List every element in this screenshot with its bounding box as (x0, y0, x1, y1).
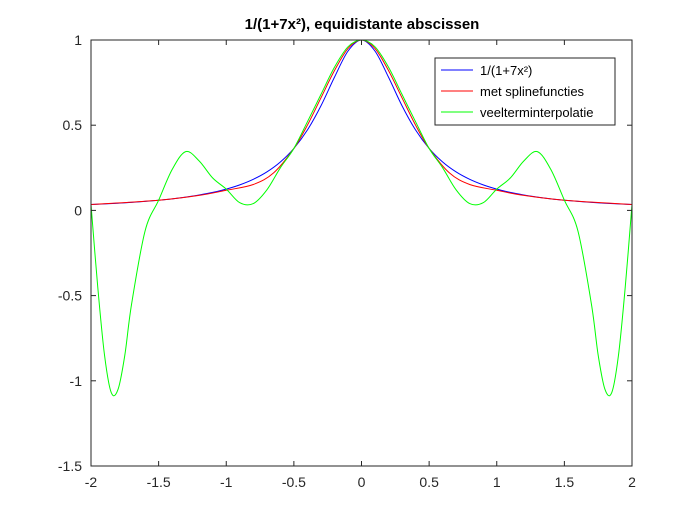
x-tick-label: -0.5 (282, 474, 306, 490)
x-tick-label: -1 (220, 474, 233, 490)
y-tick-label: -1 (70, 373, 83, 389)
y-tick-label: -0.5 (58, 288, 82, 304)
legend-label: veelterminterpolatie (480, 105, 593, 120)
chart-title: 1/(1+7x²), equidistante abscissen (245, 16, 480, 33)
legend: 1/(1+7x²) met splinefuncties veelterminter… (434, 57, 616, 126)
y-tick-label: 0 (74, 202, 82, 218)
x-tick-label: -1.5 (147, 474, 171, 490)
x-tick-label: 1 (493, 474, 501, 490)
x-tick-label: 0 (358, 474, 366, 490)
y-tick-label: 1 (74, 32, 82, 48)
x-tick-label: 0.5 (419, 474, 439, 490)
x-tick-label: -2 (85, 474, 98, 490)
x-tick-label: 1.5 (555, 474, 575, 490)
axes-box (90, 39, 633, 467)
legend-label: 1/(1+7x²) (480, 63, 532, 78)
y-tick-label: -1.5 (58, 458, 82, 474)
ticks-layer: -2 -1.5 -1 -0.5 0 0.5 1 1.5 2-1.5-1-0.500.51 (58, 32, 636, 490)
y-tick-label: 0.5 (63, 117, 83, 133)
legend-label: met splinefuncties (480, 84, 585, 99)
x-tick-label: 2 (628, 474, 636, 490)
